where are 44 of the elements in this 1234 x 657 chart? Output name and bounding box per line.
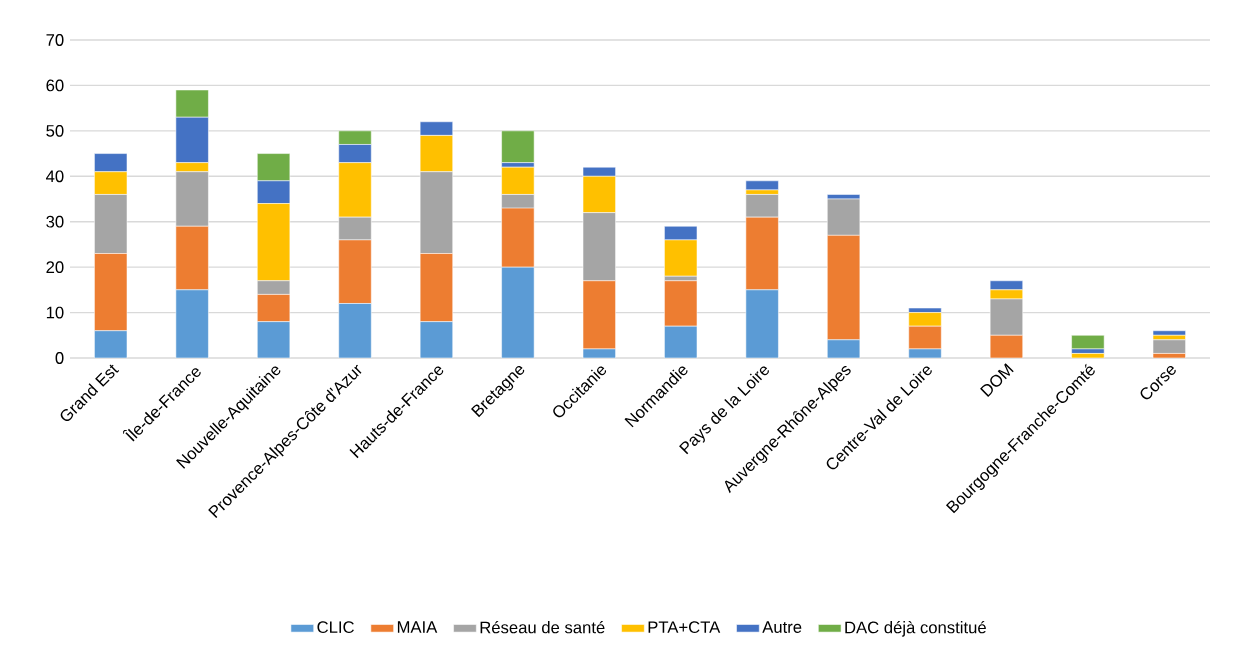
legend-label: CLIC (317, 621, 354, 634)
bar (257, 203, 291, 282)
bar (664, 280, 698, 327)
bar (257, 280, 291, 295)
y-tick-label: 10 (46, 306, 64, 319)
bar (989, 280, 1023, 291)
bar (257, 294, 291, 322)
bar (582, 212, 616, 282)
bar (338, 216, 372, 241)
bar (338, 162, 372, 218)
y-tick-label: 70 (46, 34, 64, 46)
bar (908, 312, 942, 327)
bar (338, 239, 372, 304)
bar (827, 235, 861, 341)
bar (582, 166, 616, 177)
bar (419, 135, 453, 173)
y-tick-label: 60 (46, 79, 64, 92)
bar (582, 280, 616, 350)
y-tick-label: 0 (55, 352, 64, 364)
y-tick-label: 30 (46, 215, 64, 228)
bar (1071, 335, 1105, 350)
y-tick-label: 40 (46, 170, 64, 183)
bar (989, 298, 1023, 336)
bar (582, 176, 616, 213)
y-tick-label: 50 (46, 124, 64, 137)
legend-label: PTA+CTA (648, 621, 721, 634)
bar (745, 216, 779, 291)
bar (745, 180, 779, 191)
bar (501, 130, 535, 163)
bar (501, 207, 535, 268)
y-tick-label: 20 (46, 261, 64, 274)
legend-label: MAIA (397, 621, 438, 633)
bar (664, 239, 698, 277)
bar (94, 253, 128, 332)
bar (419, 253, 453, 322)
bar (94, 171, 128, 195)
bar (501, 166, 535, 195)
legend-label: DAC déjà constitué (845, 620, 986, 637)
bar (908, 307, 942, 313)
bar (908, 325, 942, 350)
legend-label: Réseau de santé (480, 620, 605, 634)
legend-label: Autre (762, 621, 802, 633)
bar (664, 225, 698, 241)
bar (175, 225, 209, 291)
